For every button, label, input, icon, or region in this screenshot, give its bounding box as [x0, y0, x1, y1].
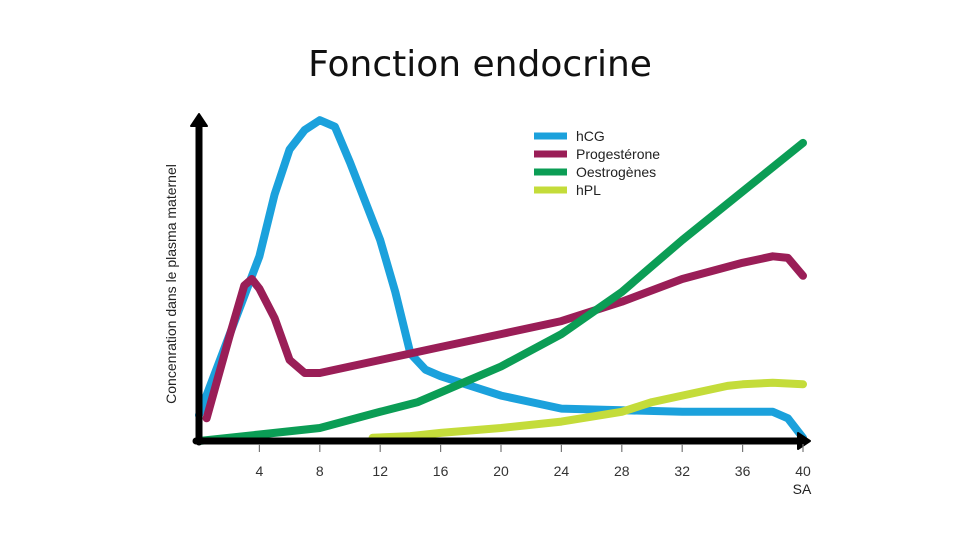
x-tick-label: 12	[372, 463, 388, 479]
y-axis-label: Concenration dans le plasma maternel	[163, 164, 179, 404]
legend-label-oestrogenes: Oestrogènes	[576, 164, 656, 180]
series-line-oestrogenes	[195, 138, 807, 445]
x-tick-label: 36	[735, 463, 751, 479]
y-axis-arrow	[190, 113, 208, 127]
x-tick-label: 16	[433, 463, 449, 479]
x-tick-label: 4	[256, 463, 264, 479]
x-tick-label: 32	[674, 463, 690, 479]
x-axis-arrow	[797, 432, 811, 450]
x-tick-label: 40	[795, 463, 811, 479]
legend-label-progesterone: Progestérone	[576, 146, 660, 162]
slide-title: Fonction endocrine	[308, 44, 652, 85]
series-line-hpl	[368, 378, 807, 442]
series-lines	[195, 116, 807, 445]
legend-label-hcg: hCG	[576, 128, 605, 144]
x-axis-label: SA	[793, 481, 812, 497]
x-tick-label: 28	[614, 463, 630, 479]
x-tick-label: 20	[493, 463, 509, 479]
legend: hCG Progestérone Oestrogènes hPL	[534, 128, 660, 198]
x-tick-label: 24	[554, 463, 570, 479]
axes	[190, 113, 811, 450]
series-line-progesterone	[202, 252, 807, 423]
legend-label-hpl: hPL	[576, 182, 601, 198]
x-tick-label: 8	[316, 463, 324, 479]
series-line-hcg	[195, 116, 807, 442]
x-tick-labels: 4 8 12 16 20 24 28 32 36 40	[256, 444, 811, 479]
